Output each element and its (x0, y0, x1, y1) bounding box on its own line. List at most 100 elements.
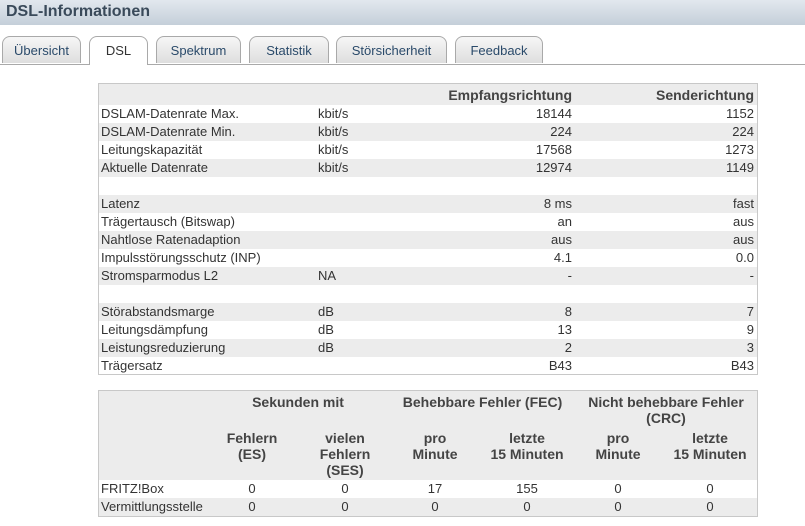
row-label: Nahtlose Ratenadaption (101, 232, 241, 247)
unit: kbit/s (318, 106, 349, 121)
data-row: DSLAM-Datenrate Min. kbit/s 224 224 (99, 123, 757, 141)
tx-value: aus (733, 232, 754, 247)
tx-value: 1149 (726, 160, 754, 175)
cell-value: 155 (516, 481, 538, 496)
cell-value: 0 (614, 481, 622, 496)
rx-value: B43 (548, 358, 572, 373)
cell-value: 0 (341, 499, 349, 514)
rx-value: - (567, 268, 572, 283)
data-row: Leitungskapazität kbit/s 17568 1273 (99, 141, 757, 159)
rx-value: 17568 (535, 142, 572, 157)
rx-value: 8 ms (543, 196, 572, 211)
sub-header: pro Minute (595, 430, 641, 462)
cell-value: 0 (431, 499, 439, 514)
tx-value: 9 (746, 322, 754, 337)
column-header: Senderichtung (655, 87, 754, 103)
data-row: Leitungsdämpfung dB 13 9 (99, 321, 757, 339)
page-title: DSL-Informationen (0, 0, 805, 25)
rx-value: 8 (564, 304, 572, 319)
row-label: DSLAM-Datenrate Max. (101, 106, 239, 121)
tx-value: 1273 (725, 142, 754, 157)
rx-value: 12974 (535, 160, 572, 175)
data-row: Leistungsreduzierung dB 2 3 (99, 339, 757, 357)
spacer-row (99, 285, 757, 303)
group-header: Behebbare Fehler (FEC) (402, 394, 563, 410)
row-label: DSLAM-Datenrate Min. (101, 124, 236, 139)
header-block: Sekunden mit Behebbare Fehler (FEC) Nicht … (99, 391, 757, 480)
rx-value: 13 (557, 322, 572, 337)
data-row: Trägertausch (Bitswap) an aus (99, 213, 757, 231)
data-row: Impulsstörungsschutz (INP) 4.1 0.0 (99, 249, 757, 267)
tab[interactable]: Übersicht (2, 36, 81, 63)
group-header: Sekunden mit (252, 394, 344, 410)
row-label: Leitungsdämpfung (101, 322, 208, 337)
tx-value: 1152 (726, 106, 754, 121)
sub-header: letzte 15 Minuten (673, 430, 747, 462)
data-row: Latenz 8 ms fast (99, 195, 757, 213)
row-label: Störabstandsmarge (101, 304, 215, 319)
header-row: Empfangsrichtung Senderichtung (99, 84, 757, 105)
data-row: DSLAM-Datenrate Max. kbit/s 18144 1152 (99, 105, 757, 123)
row-label: Trägersatz (101, 358, 163, 373)
column-header: Empfangsrichtung (448, 87, 572, 103)
row-label: Trägertausch (Bitswap) (101, 214, 235, 229)
data-row: Störabstandsmarge dB 8 7 (99, 303, 757, 321)
row-label: Latenz (101, 196, 141, 211)
unit: NA (318, 268, 337, 283)
tx-value: 224 (732, 124, 754, 139)
unit: kbit/s (318, 160, 349, 175)
unit: dB (318, 322, 334, 337)
row-label: Leitungskapazität (101, 142, 203, 157)
row-label: Stromsparmodus L2 (101, 268, 219, 283)
tab[interactable]: Feedback (455, 36, 543, 63)
tab[interactable]: Statistik (249, 36, 329, 63)
cell-value: 0 (341, 481, 349, 496)
unit: dB (318, 304, 334, 319)
unit: dB (318, 340, 334, 355)
cell-value: 0 (614, 499, 622, 514)
group-header: Nicht behebbare Fehler (CRC) (588, 394, 744, 426)
data-row: FRITZ!Box 0 0 17 155 0 0 (99, 480, 757, 498)
cell-value: 0 (706, 481, 714, 496)
tab[interactable]: DSL (89, 36, 148, 65)
data-row: Stromsparmodus L2 NA - - (99, 267, 757, 285)
tab[interactable]: Störsicherheit (336, 36, 447, 63)
data-row: Nahtlose Ratenadaption aus aus (99, 231, 757, 249)
spacer-row (99, 177, 757, 195)
row-label: Impulsstörungsschutz (INP) (101, 250, 261, 265)
row-label: Leistungsreduzierung (101, 340, 226, 355)
rx-value: 18144 (535, 106, 572, 121)
tx-value: B43 (730, 358, 754, 373)
tab-bar: Übersicht DSL Spektrum Statistik Störsicherh… (0, 36, 805, 65)
rx-value: 224 (550, 124, 572, 139)
cell-value: 17 (427, 481, 443, 496)
rx-value: 4.1 (553, 250, 572, 265)
tx-value: fast (733, 196, 754, 211)
error-table: Sekunden mit Behebbare Fehler (FEC) Nicht … (98, 390, 758, 517)
cell-value: 0 (706, 499, 714, 514)
row-label: Vermittlungsstelle (101, 499, 203, 514)
cell-value: 0 (248, 481, 256, 496)
rx-value: 2 (564, 340, 572, 355)
data-row: Aktuelle Datenrate kbit/s 12974 1149 (99, 159, 757, 177)
sub-header: letzte 15 Minuten (490, 430, 564, 462)
tx-value: aus (733, 214, 754, 229)
sub-header: pro Minute (412, 430, 458, 462)
cell-value: 0 (523, 499, 531, 514)
tx-value: 7 (746, 304, 754, 319)
tx-value: 0.0 (735, 250, 754, 265)
row-label: Aktuelle Datenrate (101, 160, 208, 175)
line-table: Empfangsrichtung Senderichtung DSLAM-Daten… (98, 83, 758, 375)
sub-header: vielen Fehlern (SES) (319, 430, 371, 478)
data-row: Vermittlungsstelle 0 0 0 0 0 0 (99, 498, 757, 516)
unit: kbit/s (318, 124, 349, 139)
rx-value: aus (551, 232, 572, 247)
tab[interactable]: Spektrum (156, 36, 241, 63)
tx-value: 3 (746, 340, 754, 355)
cell-value: 0 (248, 499, 256, 514)
rx-value: an (557, 214, 572, 229)
unit: kbit/s (318, 142, 349, 157)
tx-value: - (749, 268, 754, 283)
data-row: Trägersatz B43 B43 (99, 357, 757, 375)
